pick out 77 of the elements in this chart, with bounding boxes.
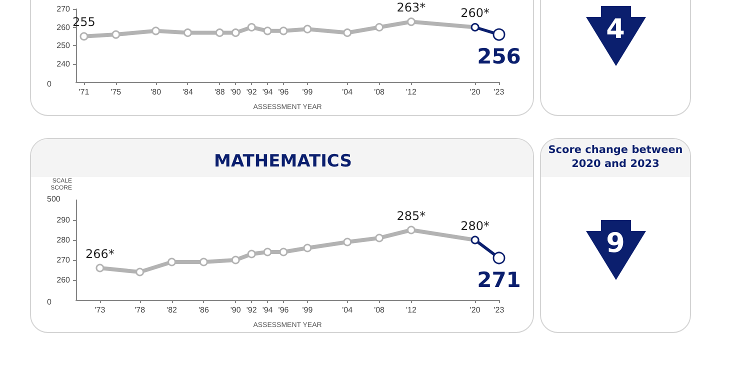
point — [343, 28, 352, 37]
x-tick-label: '75 — [110, 88, 122, 96]
point — [375, 23, 384, 32]
point — [406, 18, 416, 26]
point — [343, 238, 352, 246]
text: 4 — [605, 14, 626, 45]
x-tick-label: '92 — [246, 306, 258, 314]
point — [112, 30, 120, 39]
point — [80, 32, 88, 41]
y-tick-label: 270 — [56, 256, 71, 264]
point — [375, 234, 384, 242]
x-tick-label: '04 — [342, 306, 354, 314]
y-tick-label: 260 — [56, 276, 71, 284]
x-tick-label: '71 — [78, 88, 90, 96]
y-tick-label: 240 — [56, 59, 71, 68]
point — [303, 244, 312, 252]
x-tick-label: '08 — [374, 88, 386, 96]
x-tick-label: '94 — [262, 306, 274, 314]
data-label: 263* — [396, 0, 426, 15]
x-tick-label: '86 — [198, 306, 210, 314]
point — [263, 248, 272, 256]
x-tick-label: '99 — [302, 88, 314, 96]
data-label: 280* — [460, 218, 490, 233]
point — [263, 26, 272, 36]
point — [152, 26, 160, 36]
x-tick-label: '94 — [262, 88, 274, 96]
x-tick-label: '20 — [470, 88, 481, 96]
data-label: 260* — [460, 6, 490, 20]
x-tick-label: '73 — [94, 306, 106, 314]
text: 9 — [605, 228, 626, 259]
y-tick-label: 250 — [56, 41, 71, 50]
point — [247, 250, 256, 258]
data-label: 255 — [72, 15, 96, 30]
x-tick-label: '84 — [182, 88, 194, 96]
x-tick-label: '12 — [406, 306, 417, 314]
point — [303, 24, 312, 34]
x-tick-label: '96 — [278, 306, 290, 314]
chart-title: MATHEMATICS — [214, 152, 352, 172]
point — [279, 248, 288, 256]
x-tick-label: '08 — [374, 306, 386, 314]
point — [279, 26, 288, 36]
x-tick-label: '88 — [214, 88, 226, 96]
y-tick-label: 280 — [56, 236, 71, 244]
text: 0 — [47, 298, 52, 306]
x-tick-label: '99 — [302, 306, 314, 314]
point — [168, 258, 176, 266]
point — [96, 264, 104, 272]
data-label: 256 — [477, 44, 521, 68]
point — [231, 256, 240, 264]
text: 500 — [47, 194, 61, 204]
point — [199, 258, 208, 266]
y-tick-label: 290 — [56, 216, 71, 224]
y-tick-label: 260 — [56, 22, 71, 32]
point — [231, 28, 240, 37]
text: 0 — [47, 80, 52, 88]
data-label: 285* — [396, 208, 426, 223]
x-tick-label: '04 — [342, 88, 354, 96]
x-tick-label: '12 — [406, 88, 417, 96]
x-tick-label: '96 — [278, 88, 290, 96]
point — [247, 23, 256, 32]
x-tick-label: '20 — [470, 306, 481, 314]
data-label: 271 — [477, 268, 521, 292]
x-tick-label: '78 — [134, 306, 146, 314]
point — [215, 28, 224, 37]
x-tick-label: '90 — [230, 306, 242, 314]
x-tick-label: '80 — [150, 88, 162, 96]
x-tick-label: '82 — [166, 306, 178, 314]
x-tick-label: '23 — [494, 306, 505, 314]
text: Score change between 2020 and 2023 — [547, 143, 684, 171]
x-tick-label: '23 — [494, 88, 505, 96]
point — [136, 268, 144, 276]
point — [406, 226, 416, 234]
point — [183, 28, 192, 37]
x-tick-label: '92 — [246, 88, 258, 96]
data-label: 266* — [85, 246, 114, 261]
y-tick-label: 270 — [56, 4, 71, 14]
x-tick-label: '90 — [230, 88, 242, 96]
